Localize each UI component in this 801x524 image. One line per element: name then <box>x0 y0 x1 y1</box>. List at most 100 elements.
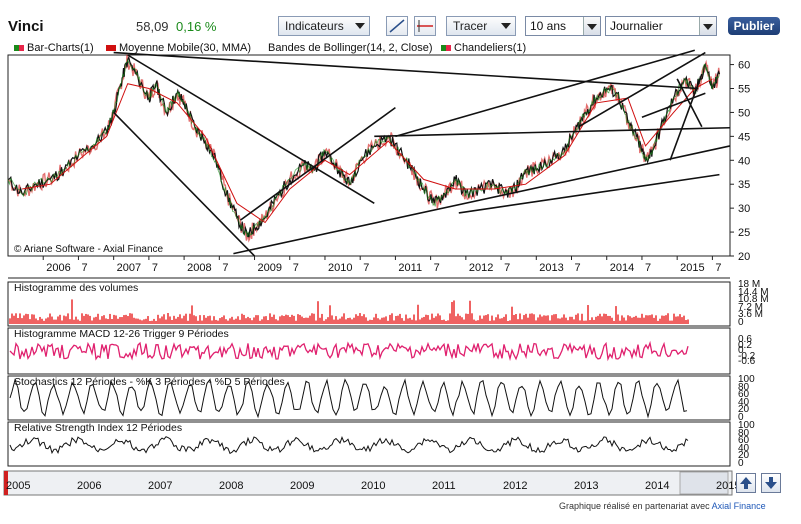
x-tick-label: 2007 <box>117 262 141 274</box>
stochastic-tick-label: 60 <box>738 389 750 401</box>
macd-tick-label: -0.6 <box>738 356 756 367</box>
stochastic-tick-label: 0 <box>738 412 744 423</box>
trendline-tool-button[interactable] <box>386 16 408 36</box>
y-tick-label: 55 <box>738 84 750 96</box>
navigator-year-label: 2010 <box>361 480 386 492</box>
period-select-value: 10 ans <box>530 19 567 33</box>
x-tick-label: 7 <box>81 262 87 274</box>
navigator-year-label: 2008 <box>219 480 244 492</box>
macd-tick-label: 0.2 <box>738 339 752 351</box>
trend-line <box>233 145 731 255</box>
rsi-panel-frame <box>7 421 731 467</box>
trend-line <box>578 51 706 128</box>
horizontal-line-tool-button[interactable] <box>414 16 436 36</box>
security-title: Vinci <box>8 18 44 35</box>
x-tick-label: 7 <box>222 262 228 274</box>
price-line <box>7 55 720 238</box>
legend-candlesticks-label: Chandeliers(1) <box>454 42 527 54</box>
x-tick-label: 7 <box>363 262 369 274</box>
volume-tick-label: 7.2 M <box>738 301 764 313</box>
navigator-handle <box>4 471 8 495</box>
legend-bollinger[interactable]: Bandes de Bollinger(14, 2, Close) <box>268 42 432 54</box>
y-tick-label: 35 <box>738 179 750 191</box>
macd-panel-frame <box>7 327 731 375</box>
horizontal-line-icon <box>417 20 433 32</box>
navigator-year-label: 2012 <box>503 480 528 492</box>
rsi-tick-label: 60 <box>738 435 750 447</box>
x-tick-label: 2011 <box>398 262 422 274</box>
x-tick-label: 7 <box>152 262 158 274</box>
interval-select[interactable]: Journalier <box>605 16 717 36</box>
navigator-year-label: 2013 <box>574 480 599 492</box>
arrow-up-icon <box>740 477 752 489</box>
partner-link[interactable]: Axial Finance <box>711 501 766 511</box>
period-select[interactable]: 10 ans <box>525 16 601 36</box>
navigator-year-label: 2011 <box>432 480 456 492</box>
scroll-down-button[interactable] <box>761 473 781 493</box>
trend-line <box>669 73 703 161</box>
macd-tick-label: 0 <box>738 345 744 356</box>
legend-bollinger-label: Bandes de Bollinger(14, 2, Close) <box>268 42 433 54</box>
legend-moving-average-label: Moyenne Mobile(30, MMA) <box>119 42 252 54</box>
volume-tick-label: 18 M <box>738 279 761 290</box>
scroll-up-button[interactable] <box>736 473 756 493</box>
footer-prefix: Graphique réalisé en partenariat avec <box>559 501 710 511</box>
candlesticks-swatch <box>441 45 451 52</box>
moving-average-swatch <box>106 45 116 52</box>
macd-tick-label: 0.6 <box>738 334 752 345</box>
y-tick-label: 30 <box>738 203 750 215</box>
trend-line <box>676 78 703 128</box>
stochastic-tick-label: 40 <box>738 396 750 408</box>
y-tick-label: 20 <box>738 251 750 263</box>
stochastic-tick-label: 100 <box>738 374 755 385</box>
publish-button[interactable]: Publier <box>728 17 780 35</box>
toolbar: Vinci 58,09 0,16 % Indicateurs Tracer 10… <box>0 12 801 40</box>
macd-tick-label: -0.2 <box>738 350 756 362</box>
x-tick-label: 2009 <box>258 262 282 274</box>
indicators-dropdown-label: Indicateurs <box>285 19 344 33</box>
y-tick-label: 40 <box>738 155 750 167</box>
navigator-window <box>679 471 729 495</box>
trendline-icon <box>389 19 405 33</box>
volume-panel-frame <box>7 281 731 327</box>
legend-moving-average[interactable]: Moyenne Mobile(30, MMA) <box>106 42 251 54</box>
volume-tick-label: 3.6 M <box>738 309 764 321</box>
indicators-dropdown[interactable]: Indicateurs <box>278 16 370 36</box>
rsi-tick-label: 40 <box>738 442 750 454</box>
copyright-credit: © Ariane Software - Axial Finance <box>14 244 164 255</box>
y-tick-label: 45 <box>738 131 750 143</box>
volume-tick-label: 14.4 M <box>738 286 769 298</box>
chevron-down-icon <box>355 23 365 29</box>
x-tick-label: 7 <box>715 262 721 274</box>
price-panel-frame <box>7 54 731 257</box>
stochastic-tick-label: 80 <box>738 381 750 393</box>
trend-line <box>113 51 699 90</box>
x-tick-label: 7 <box>434 262 440 274</box>
y-tick-label: 60 <box>738 60 750 72</box>
chevron-down-icon <box>583 17 600 35</box>
rsi-panel-title: Relative Strength Index 12 Périodes <box>14 422 183 434</box>
navigator-strip <box>3 470 733 496</box>
stochastic-panel-frame <box>7 375 731 421</box>
y-tick-label: 25 <box>738 227 750 239</box>
partner-footer: Graphique réalisé en partenariat avec Ax… <box>559 501 766 511</box>
rsi-tick-label: 100 <box>738 420 755 431</box>
x-tick-label: 2010 <box>328 262 352 274</box>
price-change: 0,16 % <box>176 19 217 34</box>
price-candle-trace <box>7 58 720 237</box>
macd-histogram <box>9 340 689 362</box>
draw-dropdown[interactable]: Tracer <box>446 16 516 36</box>
navigator-year-label: 2014 <box>645 480 670 492</box>
legend-bar-charts-label: Bar-Charts(1) <box>27 42 94 54</box>
trend-line <box>127 54 375 205</box>
legend-candlesticks[interactable]: Chandeliers(1) <box>441 42 526 54</box>
trend-line <box>458 173 720 214</box>
legend-bar-charts[interactable]: Bar-Charts(1) <box>14 42 94 54</box>
trend-line <box>113 111 256 257</box>
trend-line <box>239 106 396 221</box>
rsi-tick-label: 0 <box>738 458 744 469</box>
x-tick-label: 2015 <box>680 262 704 274</box>
stochastic-panel-title: Stochastics 12 Périodes - %K 3 Périodes … <box>14 376 285 388</box>
x-tick-label: 7 <box>504 262 510 274</box>
